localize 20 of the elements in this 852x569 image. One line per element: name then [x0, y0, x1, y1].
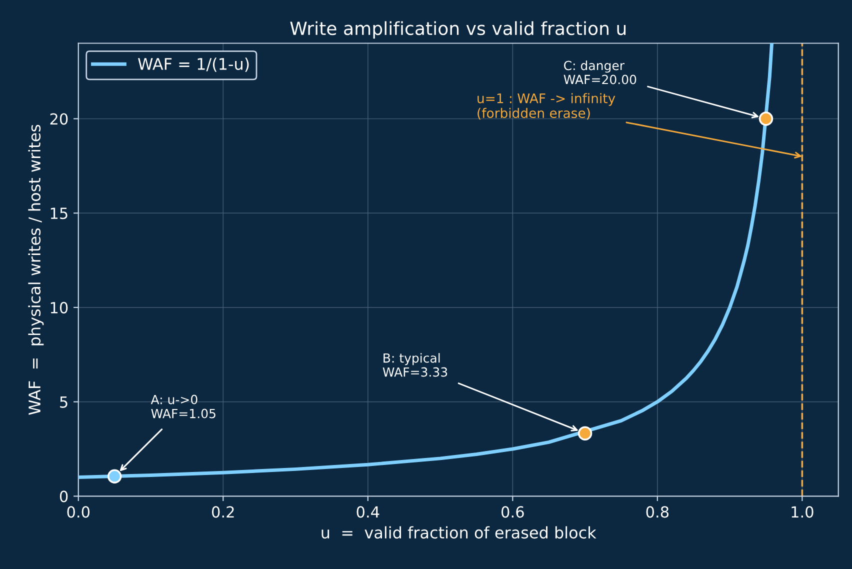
x-tick-label: 0.6	[502, 506, 524, 518]
y-tick-label: 10	[50, 302, 68, 314]
annotation: u=1 : WAF -> infinity (forbidden erase)	[478, 93, 616, 120]
x-axis-title: u = valid fraction of erased block	[322, 526, 596, 539]
y-tick-label: 15	[50, 208, 68, 220]
annotation: B: typical WAF=3.33	[382, 353, 448, 377]
line-series	[78, 43, 774, 480]
chart-title: Write amplification vs valid fraction u	[290, 21, 626, 39]
x-tick-label: 0.2	[212, 506, 234, 518]
legend-label: WAF = 1/(1-u)	[138, 58, 249, 72]
x-tick-label: 0.0	[67, 506, 90, 518]
x-tick-label: 0.8	[646, 506, 669, 518]
y-axis-title: WAF = physical writes / host writes	[28, 124, 44, 415]
y-tick-label: 5	[60, 396, 68, 408]
x-tick-label: 0.4	[356, 506, 380, 518]
y-tick-label: 0	[60, 490, 68, 502]
annotation: A: u->0 WAF=1.05	[150, 394, 216, 418]
y-tick-label: 20	[50, 113, 68, 125]
annotation: C: danger WAF=20.00	[564, 60, 636, 84]
x-tick-label: 1.0	[792, 506, 814, 518]
